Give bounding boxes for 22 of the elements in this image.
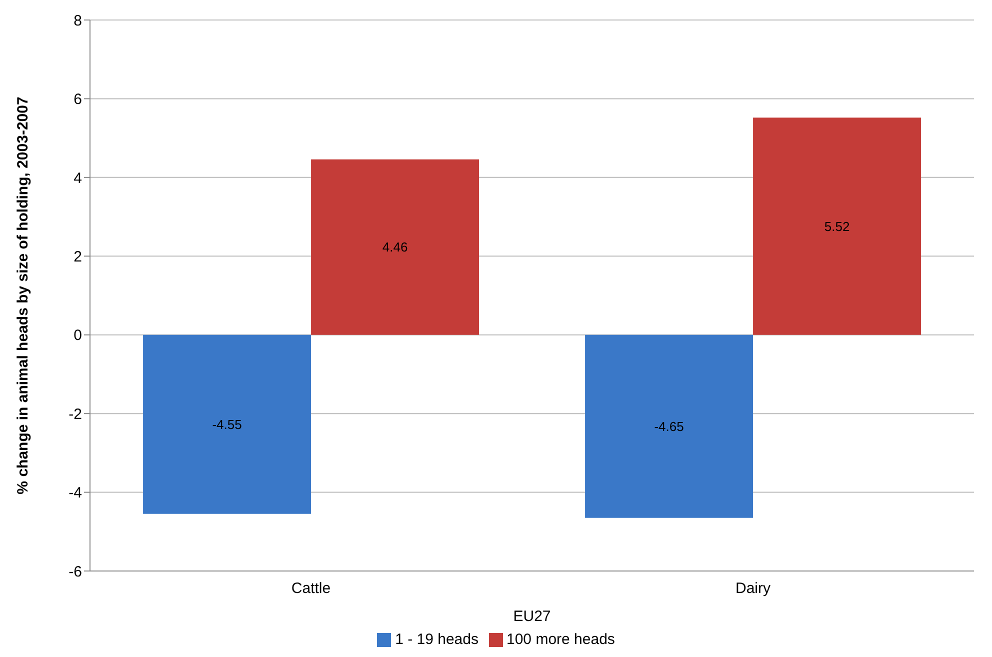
x-tick-label: Cattle [291,580,331,597]
y-axis-title: % change in animal heads by size of holding, 2003-2007 [14,96,32,494]
legend-label: 1 - 19 heads [395,631,478,648]
bar [311,159,480,335]
y-tick-label: -6 [68,563,82,580]
y-tick-label: 6 [74,91,82,108]
bar [585,334,754,518]
data-label: -4.55 [212,417,242,432]
y-tick-label: 4 [74,170,82,187]
x-tick-label: Dairy [735,580,771,597]
y-tick-label: -2 [68,406,82,423]
y-tick-label: 0 [74,327,82,344]
y-tick-label: 8 [74,12,82,30]
data-label: 5.52 [824,218,850,234]
y-tick-label: 2 [74,248,82,266]
text: EU27 [513,608,551,625]
data-label: 4.46 [382,240,408,255]
bar [753,118,922,335]
legend-label: 100 more heads [506,631,615,648]
y-tick-label: -4 [68,484,82,502]
data-label: -4.65 [654,418,684,434]
bar [143,334,312,514]
